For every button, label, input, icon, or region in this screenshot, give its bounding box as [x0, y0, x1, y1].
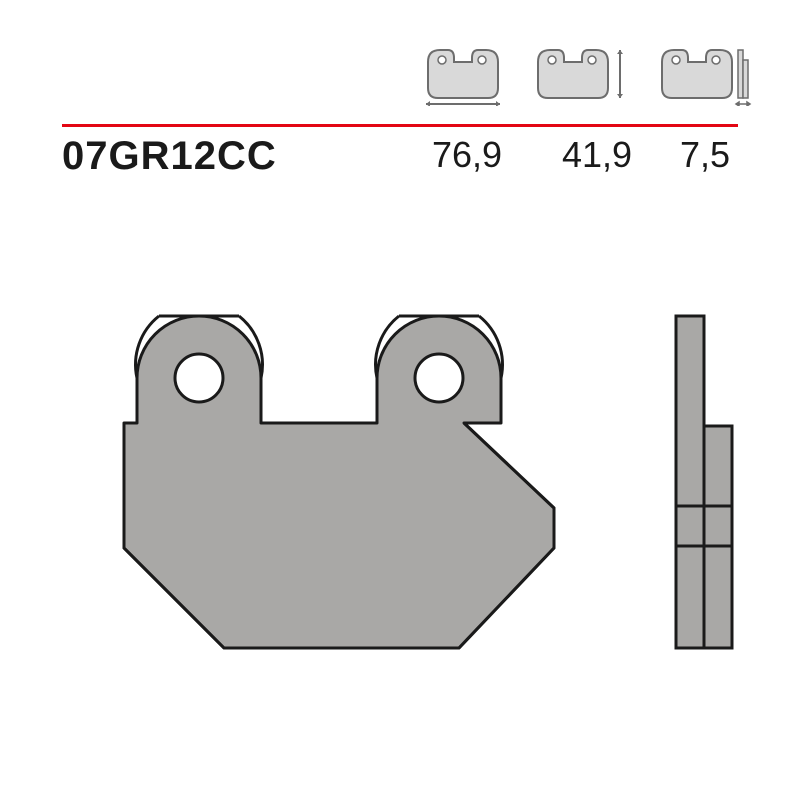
part-number: 07GR12CC	[62, 134, 277, 179]
dimension-width: 76,9	[432, 134, 502, 176]
brake-pad-side-view	[660, 248, 750, 713]
brake-pad-front-view	[64, 248, 624, 713]
dimension-thickness: 7,5	[680, 134, 730, 176]
red-rule	[62, 124, 738, 127]
pad-width-icon	[420, 44, 506, 106]
dimension-height: 41,9	[562, 134, 632, 176]
spec-diagram: { "part_number": "07GR12CC", "dimensions…	[0, 0, 800, 800]
divider-line	[62, 114, 738, 117]
pad-height-icon	[530, 44, 630, 106]
pad-thickness-icon	[654, 44, 754, 106]
dimension-icons-row	[420, 44, 754, 106]
